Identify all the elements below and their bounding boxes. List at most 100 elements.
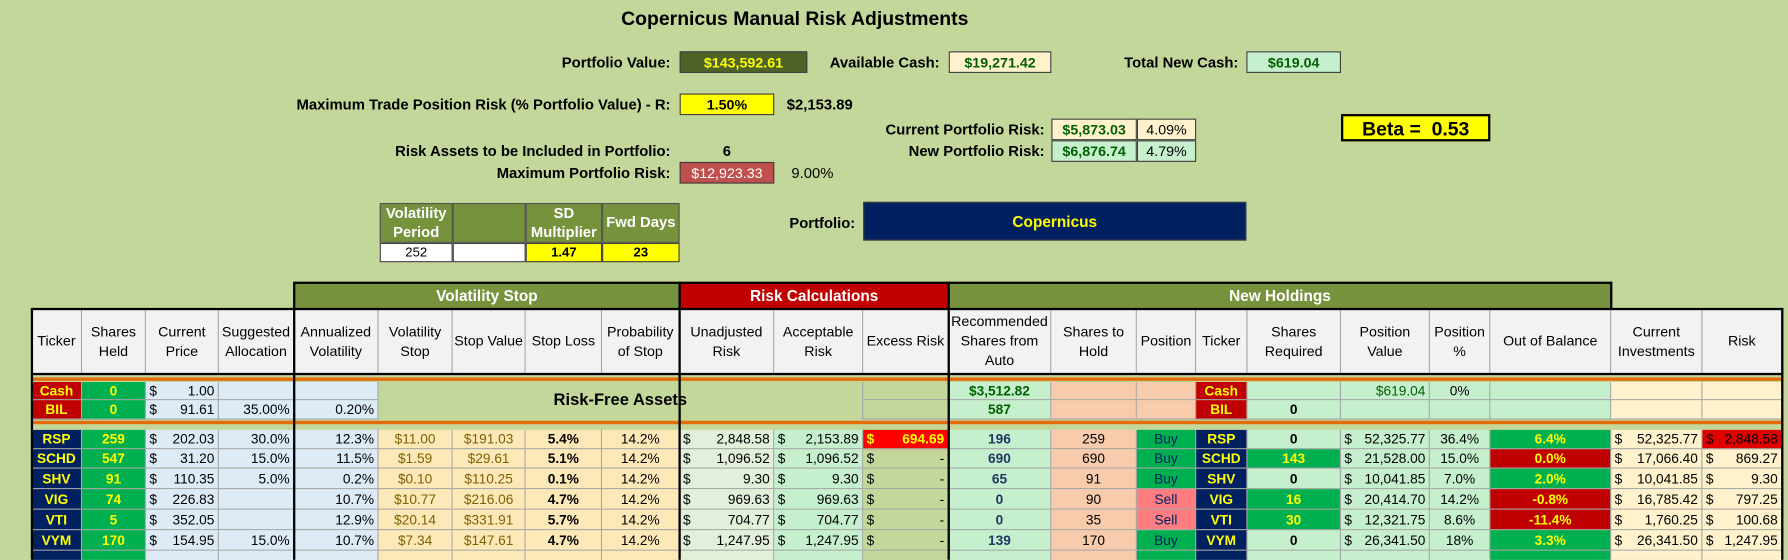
table-cell: 0 (82, 400, 146, 420)
table-cell: 4.7% (525, 530, 603, 551)
table-cell: $331.91 (452, 509, 526, 531)
table-cell: $10.77 (378, 489, 453, 510)
field-label: Available Cash: (829, 53, 940, 71)
table-cell: 0.2% (294, 468, 379, 490)
field-label: Total New Cash: (1124, 53, 1239, 71)
table-cell (1490, 382, 1612, 401)
table-cell: 14.2% (602, 530, 680, 551)
table-cell (1490, 550, 1612, 560)
table-cell: 259 (82, 429, 146, 450)
table-cell: 30.0% (218, 429, 295, 450)
table-cell (863, 550, 949, 560)
table-cell: Sell (1136, 489, 1197, 510)
column-header: Current Investments (1611, 309, 1703, 375)
table-cell: 12.9% (294, 509, 379, 531)
table-cell: $ - (863, 530, 949, 551)
table-cell (1429, 550, 1491, 560)
column-header: Excess Risk (863, 309, 949, 375)
table-cell: -11.4% (1490, 509, 1612, 531)
table-cell: 36.4% (1429, 429, 1491, 450)
table-cell (1429, 400, 1491, 420)
table-cell: $ 10,041.85 (1611, 468, 1703, 490)
column-header: Position Value (1340, 309, 1430, 375)
table-cell: $ 154.95 (145, 530, 219, 551)
table-cell: VTI (31, 509, 83, 531)
table-cell: 587 (948, 400, 1052, 420)
table-cell: 259 (1051, 429, 1137, 450)
field-value: $5,873.03 (1051, 118, 1137, 141)
table-cell (218, 489, 295, 510)
table-cell: 12.3% (294, 429, 379, 450)
table-cell: $ 100.68 (1702, 509, 1783, 531)
border-line (1610, 281, 1613, 310)
table-cell: 5.7% (525, 509, 603, 531)
table-cell: 143 (1247, 449, 1341, 469)
table-cell: $110.25 (452, 468, 526, 490)
table-cell: $ 26,341.50 (1611, 530, 1703, 551)
table-cell: $ 797.25 (1702, 489, 1783, 510)
table-cell: 7.0% (1429, 468, 1491, 490)
table-cell: $1.59 (378, 449, 453, 469)
column-header: Stop Loss (525, 309, 603, 375)
table-cell: $ 1,247.95 (774, 530, 864, 551)
table-cell: 0 (82, 382, 146, 401)
table-cell: 4.7% (525, 489, 603, 510)
border-line (678, 281, 681, 560)
table-cell (1702, 382, 1783, 401)
table-cell: 0 (948, 509, 1052, 531)
table-cell: VTI (1196, 509, 1248, 531)
table-cell: 18% (1429, 530, 1491, 551)
table-cell: 690 (1051, 449, 1137, 469)
vol-value: 23 (602, 242, 680, 263)
table-cell: $ 226.83 (145, 489, 219, 510)
table-cell: 170 (82, 530, 146, 551)
table-cell: BIL (1196, 400, 1248, 420)
table-cell: 196 (948, 429, 1052, 450)
vol-header: Fwd Days (602, 202, 680, 243)
table-cell: 91 (82, 468, 146, 490)
table-cell: VYM (31, 530, 83, 551)
table-cell: $ 2,848.58 (1702, 429, 1783, 450)
column-header: Position (1136, 309, 1197, 375)
table-cell: 0 (1247, 530, 1341, 551)
table-cell: $ - (863, 468, 949, 490)
table-cell: 14.2% (602, 429, 680, 450)
page-title: Copernicus Manual Risk Adjustments (621, 7, 969, 30)
table-cell (218, 550, 295, 560)
table-cell: Buy (1136, 429, 1197, 450)
table-cell: $ - (863, 449, 949, 469)
table-cell: 30 (1247, 509, 1341, 531)
table-cell: 16 (1247, 489, 1341, 510)
table-cell: 10.7% (294, 530, 379, 551)
field-label: New Portfolio Risk: (908, 142, 1045, 160)
field-value: 6 (722, 142, 732, 160)
table-cell: 14.2% (602, 449, 680, 469)
table-cell: 0 (1247, 429, 1341, 450)
table-cell: $191.03 (452, 429, 526, 450)
risk-free-label: Risk-Free Assets (378, 382, 864, 420)
column-header: Shares Required (1247, 309, 1341, 375)
field-value: 9.00% (791, 164, 834, 182)
field-label: Risk Assets to be Included in Portfolio: (395, 142, 671, 160)
field-value: $12,923.33 (679, 161, 775, 184)
table-cell (1611, 382, 1703, 401)
border-line (1781, 307, 1784, 560)
table-cell: $ 2,153.89 (774, 429, 864, 450)
table-cell: $ 9.30 (774, 468, 864, 490)
table-cell: Cash (1196, 382, 1248, 401)
table-cell: 5.0% (218, 468, 295, 490)
table-cell: 0 (1247, 400, 1341, 420)
table-cell: $0.10 (378, 468, 453, 490)
table-cell: VIG (1196, 489, 1248, 510)
column-header: Ticker (31, 309, 83, 375)
vol-value (452, 242, 526, 263)
table-cell: $619.04 (1340, 382, 1430, 401)
vol-header (452, 202, 526, 243)
border-line (293, 281, 296, 560)
table-cell: 91 (1051, 468, 1137, 490)
table-cell: RSP (31, 429, 83, 450)
field-value: $619.04 (1246, 51, 1341, 73)
column-header: Volatility Stop (378, 309, 453, 375)
table-cell (31, 550, 83, 560)
